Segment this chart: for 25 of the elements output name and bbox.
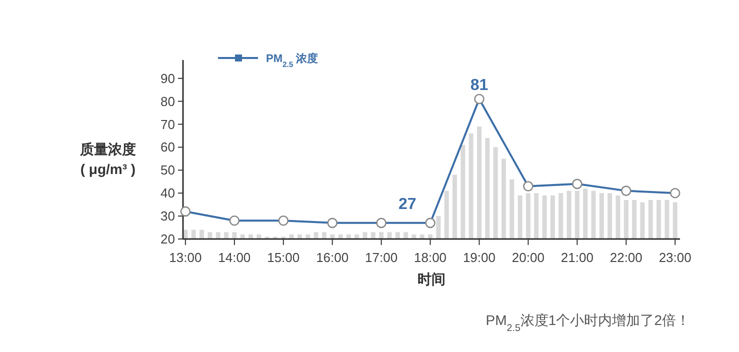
y-tick-label: 60 bbox=[160, 140, 175, 155]
y-tick-label: 80 bbox=[160, 94, 175, 109]
x-tick-label: 21:00 bbox=[560, 250, 594, 265]
data-label: 27 bbox=[398, 196, 416, 213]
x-tick-label: 19:00 bbox=[462, 250, 496, 265]
x-tick-label: 15:00 bbox=[267, 250, 300, 265]
y-tick-label: 70 bbox=[160, 116, 175, 132]
y-tick-label: 40 bbox=[160, 186, 175, 201]
y-tick-label: 30 bbox=[160, 208, 175, 224]
text: PM$_{2.5}$浓度1个小时内增加了2倍！ bbox=[486, 312, 690, 334]
x-tick-label: 16:00 bbox=[316, 250, 349, 265]
y-tick-label: 90 bbox=[160, 70, 175, 86]
legend-label: PM$_{2.5}$ 浓度 bbox=[266, 52, 318, 68]
data-label: 81 bbox=[470, 77, 488, 94]
x-tick-label: 14:00 bbox=[218, 250, 251, 265]
x-tick-label: 13:00 bbox=[169, 250, 202, 265]
y-axis-title: 质量浓度 ( μg/m³ ) bbox=[79, 141, 136, 177]
x-axis-title: 时间 bbox=[418, 271, 446, 287]
x-tick-label: 23:00 bbox=[658, 250, 692, 265]
x-tick-label: 22:00 bbox=[610, 250, 642, 265]
x-tick-label: 18:00 bbox=[414, 250, 447, 265]
y-tick-label: 50 bbox=[160, 162, 175, 178]
x-tick-label: 20:00 bbox=[512, 250, 544, 265]
y-tick-label: 20 bbox=[160, 232, 175, 246]
x-tick-label: 17:00 bbox=[365, 250, 398, 265]
